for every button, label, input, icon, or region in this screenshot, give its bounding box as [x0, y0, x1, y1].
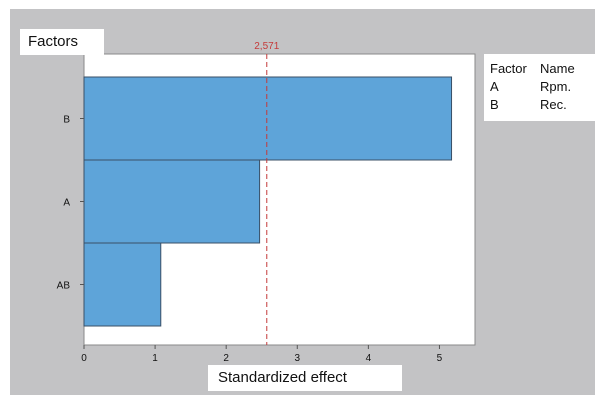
- y-tick-label: A: [63, 198, 70, 209]
- legend-name: Rpm.: [540, 79, 572, 94]
- legend: Factor Name A Rpm. B Rec.: [484, 54, 595, 121]
- bar: [83, 159, 261, 244]
- y-tick-label: B: [63, 115, 70, 126]
- reference-line-label: 2,571: [254, 41, 279, 52]
- legend-header-row: Factor Name: [490, 60, 575, 78]
- x-tick-label: 4: [366, 353, 372, 364]
- legend-name: Rec.: [540, 97, 567, 112]
- legend-table: Factor Name A Rpm. B Rec.: [490, 60, 575, 114]
- legend-factor: B: [490, 97, 499, 112]
- x-tick-label: 1: [152, 353, 158, 364]
- y-tick-label: AB: [57, 281, 71, 292]
- legend-row: A Rpm.: [490, 78, 575, 96]
- x-axis-label: Standardized effect: [208, 365, 402, 391]
- legend-row: B Rec.: [490, 96, 575, 114]
- y-axis-label: Factors: [20, 29, 104, 55]
- bar: [83, 242, 162, 327]
- x-tick-label: 0: [81, 353, 87, 364]
- x-tick-label: 2: [223, 353, 229, 364]
- bar: [83, 76, 453, 161]
- x-tick-label: 3: [294, 353, 300, 364]
- legend-header-factor: Factor: [490, 61, 527, 76]
- legend-factor: A: [490, 79, 499, 94]
- x-tick-label: 5: [437, 353, 443, 364]
- legend-header-name: Name: [540, 61, 575, 76]
